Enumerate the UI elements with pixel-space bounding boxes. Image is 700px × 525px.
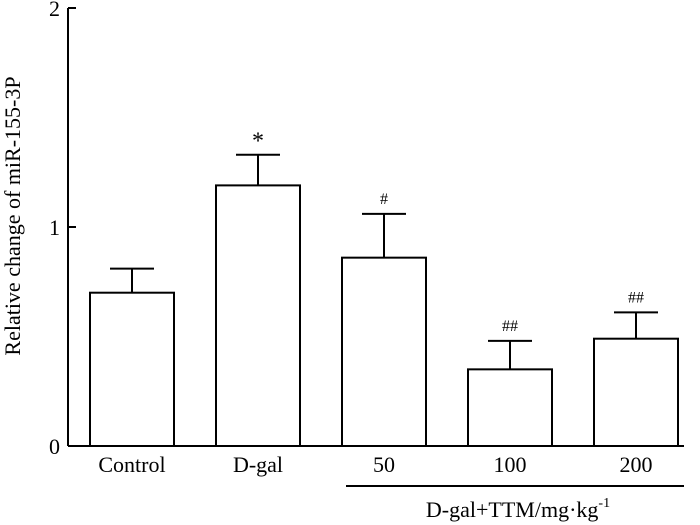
y-tick-label: 0: [49, 434, 60, 459]
bar: [593, 337, 679, 447]
group-label-superscript: -1: [598, 496, 610, 511]
y-tick-label: 2: [49, 0, 60, 21]
y-tick-label: 1: [49, 215, 60, 240]
significance-marker: *: [252, 129, 264, 155]
x-tick-label: 100: [494, 452, 527, 477]
significance-marker: ##: [628, 289, 644, 306]
group-label: D-gal+TTM/mg·kg-1: [426, 496, 610, 522]
significance-marker: #: [380, 191, 388, 208]
bar: [467, 368, 553, 448]
x-tick-label: D-gal: [233, 452, 283, 477]
chart-bars: [89, 153, 679, 448]
y-axis-title: Relative change of miR-155-3P: [0, 76, 25, 355]
chart-labels: 0 1 2 Control * D-gal #50 ## 100 ## 200 D-gal+TTM/m…: [49, 0, 653, 522]
x-tick-label: Control: [98, 452, 165, 477]
x-tick-label: 50: [373, 452, 395, 477]
significance-marker: ##: [502, 318, 518, 335]
x-tick-label: 200: [620, 452, 653, 477]
bar: [89, 291, 175, 448]
bar: [341, 256, 427, 447]
bar: [215, 184, 301, 447]
